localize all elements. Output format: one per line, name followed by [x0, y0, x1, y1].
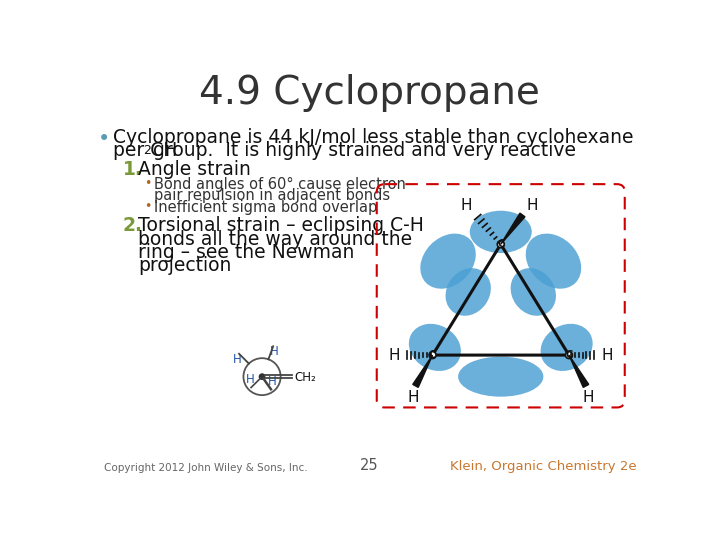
Text: C: C	[497, 239, 505, 249]
Ellipse shape	[420, 234, 476, 289]
Text: H: H	[408, 390, 419, 405]
Polygon shape	[413, 355, 433, 387]
Text: Torsional strain – eclipsing C-H: Torsional strain – eclipsing C-H	[138, 217, 424, 235]
Text: H: H	[601, 348, 613, 362]
Text: 1.: 1.	[122, 160, 143, 179]
Text: 4.9 Cyclopropane: 4.9 Cyclopropane	[199, 73, 539, 112]
Ellipse shape	[510, 268, 556, 316]
Text: H: H	[389, 348, 400, 362]
Text: 2: 2	[143, 144, 150, 157]
Text: H: H	[461, 198, 472, 213]
Circle shape	[259, 374, 265, 379]
Text: H: H	[582, 390, 594, 405]
Text: group.  It is highly strained and very reactive: group. It is highly strained and very re…	[148, 141, 576, 160]
Circle shape	[498, 241, 504, 248]
Ellipse shape	[458, 356, 544, 397]
Text: projection: projection	[138, 256, 231, 275]
Ellipse shape	[409, 324, 461, 371]
Text: H: H	[526, 198, 538, 213]
Text: 2.: 2.	[122, 217, 143, 235]
Text: 25: 25	[360, 458, 378, 473]
Circle shape	[429, 352, 436, 359]
Text: Klein, Organic Chemistry 2e: Klein, Organic Chemistry 2e	[450, 460, 636, 473]
Text: H: H	[270, 345, 279, 358]
Text: •: •	[145, 200, 152, 213]
Ellipse shape	[541, 324, 593, 371]
Text: •: •	[98, 130, 110, 150]
Polygon shape	[500, 213, 525, 244]
Text: ring – see the Newman: ring – see the Newman	[138, 242, 354, 262]
Text: C: C	[429, 350, 436, 360]
Ellipse shape	[526, 234, 581, 289]
Text: Bond angles of 60° cause electron: Bond angles of 60° cause electron	[154, 177, 406, 192]
Text: Inefficient sigma bond overlap: Inefficient sigma bond overlap	[154, 200, 377, 214]
Text: H: H	[246, 373, 254, 386]
Text: pair repulsion in adjacent bonds: pair repulsion in adjacent bonds	[154, 188, 390, 203]
Text: bonds all the way around the: bonds all the way around the	[138, 230, 412, 248]
Text: C: C	[565, 350, 572, 360]
Text: Cyclopropane is 44 kJ/mol less stable than cyclohexane: Cyclopropane is 44 kJ/mol less stable th…	[113, 128, 634, 147]
Text: Copyright 2012 John Wiley & Sons, Inc.: Copyright 2012 John Wiley & Sons, Inc.	[104, 463, 307, 473]
Text: H: H	[233, 353, 241, 366]
Ellipse shape	[469, 211, 532, 253]
Text: CH₂: CH₂	[294, 371, 316, 384]
Text: •: •	[145, 177, 152, 190]
Ellipse shape	[446, 268, 491, 316]
Polygon shape	[569, 355, 589, 387]
Text: per CH: per CH	[113, 141, 178, 160]
Circle shape	[565, 352, 572, 359]
Text: H: H	[267, 375, 276, 388]
Text: Angle strain: Angle strain	[138, 160, 251, 179]
